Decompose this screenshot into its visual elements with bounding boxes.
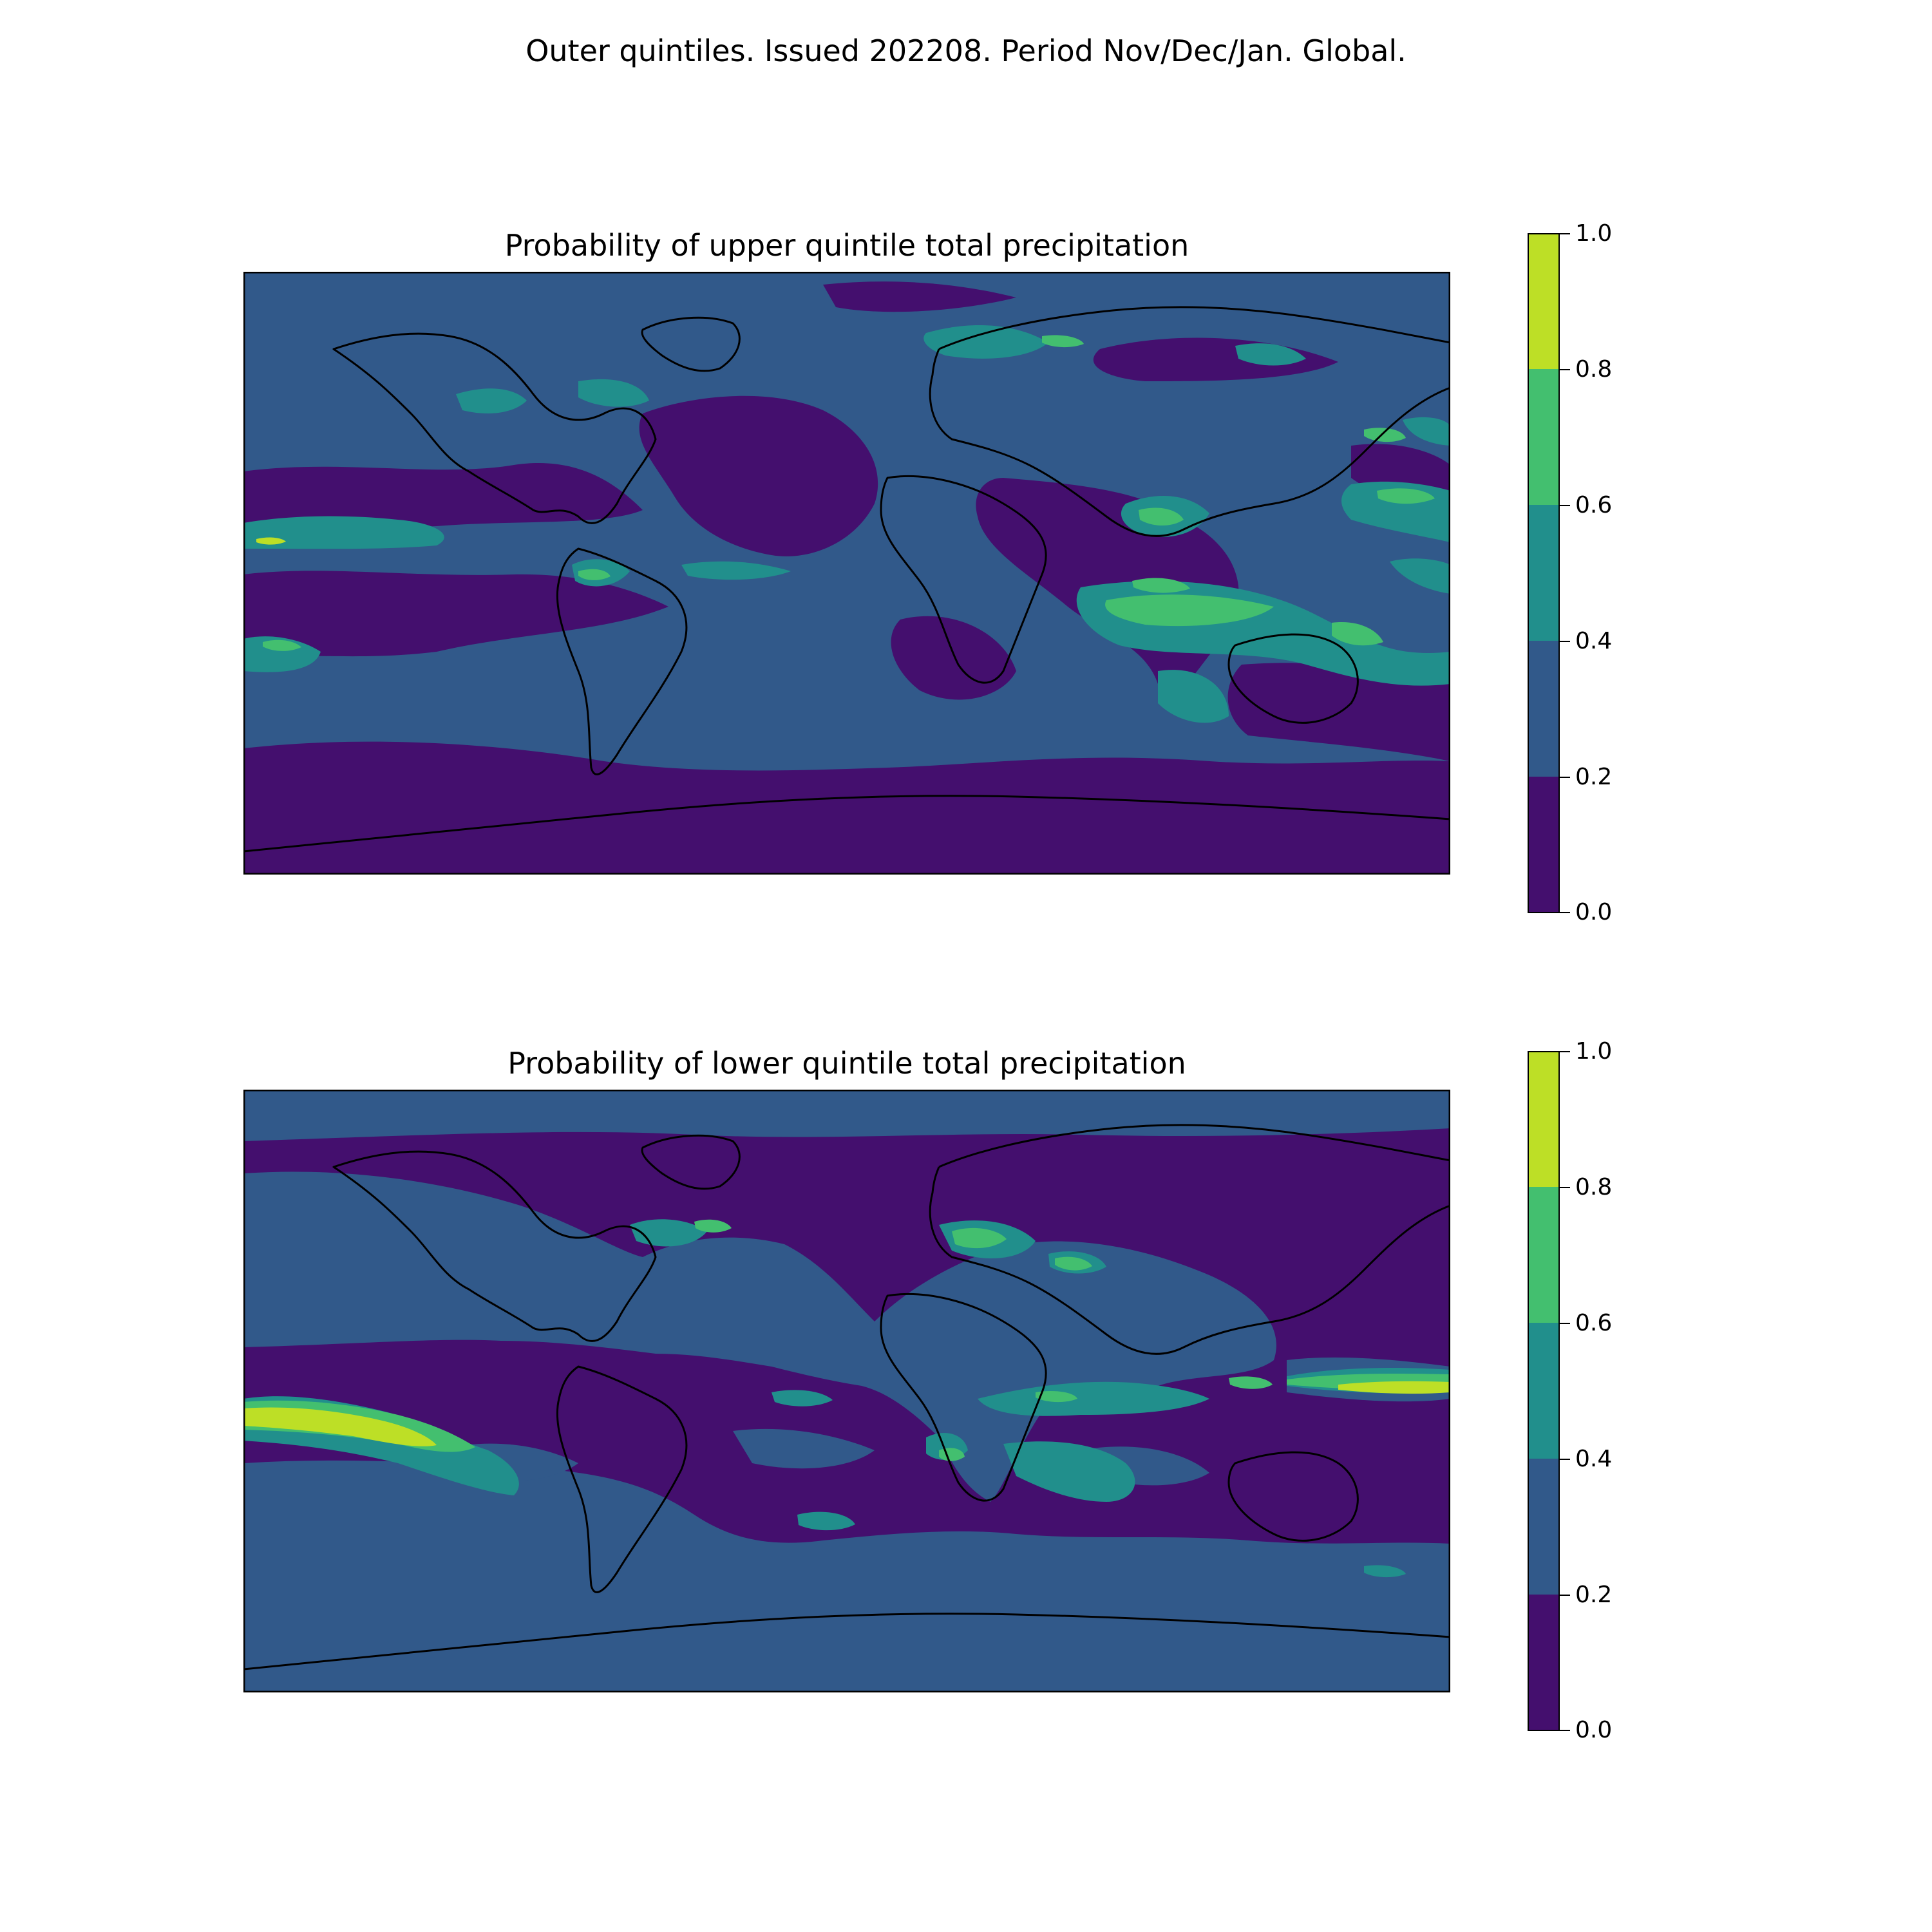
lower-panel-title: Probability of lower quintile total prec… [507, 1046, 1186, 1081]
colorbar-frame [1528, 1051, 1560, 1731]
colorbar-bin-0.0-0.2 [1528, 1595, 1560, 1731]
africa-coastline [880, 475, 1047, 684]
probability-0.6-0.8-areas [263, 335, 1435, 651]
colorbar-tick-label: 0.2 [1575, 1582, 1613, 1608]
colorbar-tick [1560, 1730, 1570, 1731]
africa-coastline [880, 1293, 1047, 1502]
australia-coastline [1227, 633, 1359, 724]
colorbar-bin-0.6-0.8 [1528, 1187, 1560, 1323]
south-america-coastline [556, 547, 688, 775]
north-america-coastline [332, 332, 657, 524]
colorbar-tick-label: 1.0 [1575, 1038, 1613, 1065]
australia-coastline [1227, 1451, 1359, 1542]
colorbar-tick-label: 0.4 [1575, 628, 1613, 654]
antarctica-coastline [243, 795, 1450, 853]
colorbar-tick-label: 0.6 [1575, 492, 1613, 518]
colorbar-tick [1560, 777, 1570, 778]
colorbar-bin-0.4-0.6 [1528, 505, 1560, 641]
colorbar-tick [1560, 505, 1570, 506]
colorbar-tick [1560, 912, 1570, 913]
colorbar-bin-0.6-0.8 [1528, 369, 1560, 505]
antarctica-coastline [243, 1613, 1450, 1671]
greenland-coastline [641, 1134, 741, 1190]
colorbar-tick-label: 0.0 [1575, 899, 1613, 925]
upper-colorbar [1528, 233, 1560, 913]
probability-0.8-1.0-areas [256, 537, 286, 545]
upper-panel-title: Probability of upper quintile total prec… [504, 228, 1189, 263]
colorbar-tick [1560, 1459, 1570, 1460]
colorbar-bin-0.8-1.0 [1528, 1051, 1560, 1187]
figure-suptitle: Outer quintiles. Issued 202208. Period N… [526, 33, 1406, 68]
colorbar-frame [1528, 233, 1560, 913]
lower-quintile-map [243, 1090, 1450, 1692]
colorbar-tick [1560, 1051, 1570, 1052]
lower-colorbar [1528, 1051, 1560, 1731]
colorbar-tick [1560, 1187, 1570, 1188]
colorbar-tick-label: 0.4 [1575, 1446, 1613, 1472]
colorbar-bin-0.0-0.2 [1528, 777, 1560, 913]
colorbar-tick [1560, 369, 1570, 370]
colorbar-bin-0.4-0.6 [1528, 1323, 1560, 1459]
map-frame [243, 1090, 1450, 1692]
colorbar-tick [1560, 233, 1570, 234]
coastlines [243, 1124, 1450, 1671]
colorbar-tick-label: 0.2 [1575, 764, 1613, 790]
south-america-coastline [556, 1365, 688, 1593]
colorbar-tick [1560, 1595, 1570, 1596]
greenland-coastline [641, 316, 741, 372]
eurasia-coastline [929, 306, 1450, 537]
colorbar-bin-0.2-0.4 [1528, 1459, 1560, 1595]
probability-0.8-1.0-areas [243, 1381, 1450, 1446]
colorbar-tick [1560, 1323, 1570, 1324]
colorbar-bin-0.8-1.0 [1528, 233, 1560, 369]
map-frame [243, 272, 1450, 875]
upper-quintile-map [243, 272, 1450, 875]
colorbar-tick-label: 0.8 [1575, 356, 1613, 383]
probability-0.4-0.6-areas [243, 325, 1450, 723]
colorbar-bin-0.2-0.4 [1528, 641, 1560, 777]
colorbar-tick [1560, 641, 1570, 642]
colorbar-tick-label: 0.6 [1575, 1310, 1613, 1336]
coastlines [243, 306, 1450, 853]
north-america-coastline [332, 1150, 657, 1342]
probability-0.2-0.4-areas [243, 1090, 1450, 1692]
eurasia-coastline [929, 1124, 1450, 1355]
colorbar-tick-label: 0.0 [1575, 1717, 1613, 1743]
colorbar-tick-label: 0.8 [1575, 1174, 1613, 1200]
colorbar-tick-label: 1.0 [1575, 220, 1613, 247]
